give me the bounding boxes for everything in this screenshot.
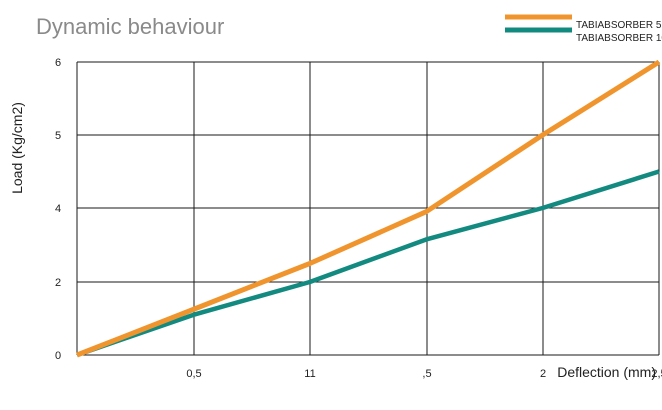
y-tick-label: 0: [55, 350, 61, 362]
x-tick-label: 11: [304, 368, 315, 380]
legend: TABIABSORBER 5 TABIABSORBER 10: [505, 14, 662, 44]
legend-label: TABIABSORBER 5: [576, 20, 662, 31]
chart-title: Dynamic behaviour: [36, 14, 224, 39]
y-tick-label: 5: [55, 130, 61, 142]
y-tick-label: 6: [55, 57, 61, 69]
series-lines: [76, 59, 661, 358]
grid: [76, 61, 660, 356]
y-tick-label: 4: [55, 203, 61, 215]
tick-labels: 0,5 11 ,5 2 2,5 0 2 4 5 6: [55, 57, 662, 380]
x-axis-label: Deflection (mm): [557, 364, 656, 380]
x-tick-label: ,5: [422, 368, 431, 380]
legend-label: TABIABSORBER 10: [576, 33, 662, 44]
x-tick-label: 0,5: [186, 368, 201, 380]
series-line-tabiabsorber-10: [76, 169, 660, 358]
y-tick-label: 2: [55, 277, 61, 289]
x-tick-label: 2: [540, 368, 546, 380]
y-axis-label: Load (Kg/cm2): [9, 102, 25, 194]
x-tick-label: 2,5: [651, 368, 662, 380]
series-line-tabiabsorber-5: [76, 59, 661, 358]
